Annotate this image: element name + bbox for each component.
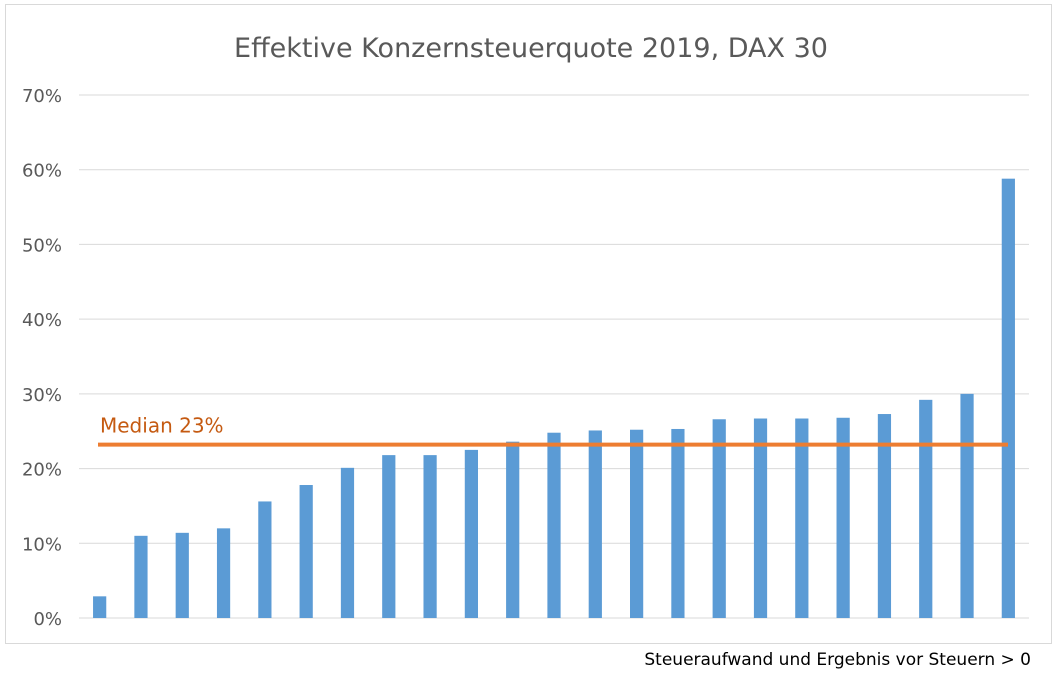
bar — [175, 532, 189, 618]
bar — [423, 455, 437, 618]
y-tick-label: 10% — [22, 534, 62, 555]
bar — [93, 596, 107, 618]
median-label: Median 23% — [100, 414, 224, 438]
bar — [671, 428, 685, 618]
bar — [299, 485, 313, 618]
bar — [216, 528, 231, 618]
bar — [464, 449, 478, 618]
bar — [340, 467, 355, 618]
bar — [547, 432, 561, 618]
y-tick-label: 50% — [22, 235, 62, 256]
y-tick-label: 30% — [22, 385, 62, 406]
bar — [134, 535, 148, 618]
bar — [258, 501, 272, 618]
bar — [877, 414, 892, 618]
chart-title: Effektive Konzernsteuerquote 2019, DAX 3… — [234, 33, 828, 64]
bar — [919, 399, 933, 618]
bar — [795, 418, 809, 618]
footnote: Steueraufwand und Ergebnis vor Steuern >… — [644, 650, 1031, 670]
bar — [960, 393, 974, 618]
gridlines — [79, 94, 1029, 619]
median-annotation: Median 23% — [98, 414, 1008, 447]
y-axis-ticks: 0% 10% 20% 30% 40% 50% 60% 70% — [22, 86, 62, 630]
bar — [506, 441, 520, 618]
bar — [382, 455, 396, 618]
bar — [630, 429, 644, 618]
y-tick-label: 70% — [22, 86, 62, 107]
y-tick-label: 20% — [22, 460, 62, 481]
bar — [753, 418, 768, 618]
bars — [93, 178, 1015, 618]
y-tick-label: 0% — [33, 609, 62, 630]
bar — [1001, 178, 1015, 618]
y-tick-label: 40% — [22, 310, 62, 331]
bar — [836, 417, 850, 618]
y-tick-label: 60% — [22, 161, 62, 182]
bar — [712, 419, 726, 618]
bar — [588, 430, 602, 618]
